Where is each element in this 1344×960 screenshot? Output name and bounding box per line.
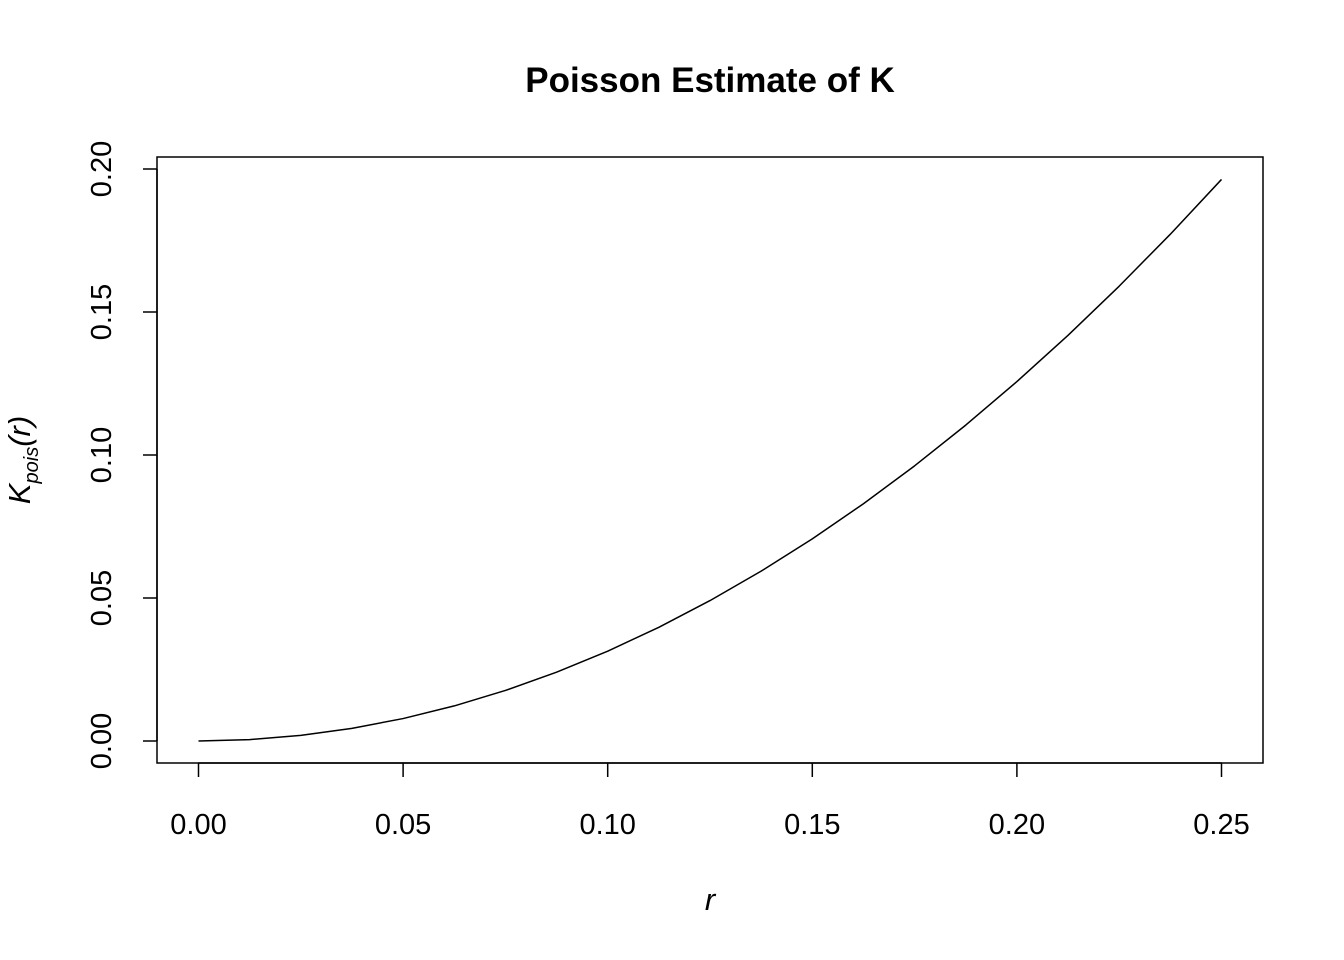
- y-axis-label-subscript: pois: [21, 447, 43, 485]
- x-tick-label: 0.15: [784, 809, 840, 841]
- series-layer: [198, 178, 1223, 742]
- y-axis-label-suffix: (r): [2, 416, 37, 447]
- x-axis-label: r: [705, 882, 717, 917]
- y-tick-label: 0.00: [86, 713, 118, 769]
- x-tick-label: 0.00: [170, 809, 226, 841]
- series-line: [198, 178, 1223, 742]
- y-tick-label: 0.20: [86, 141, 118, 197]
- x-tick-label: 0.25: [1193, 809, 1249, 841]
- y-tick-label: 0.15: [86, 284, 118, 340]
- x-tick-label: 0.20: [989, 809, 1045, 841]
- y-axis-label: Kpois(r): [2, 416, 43, 504]
- x-tick-label: 0.05: [375, 809, 431, 841]
- chart-title: Poisson Estimate of K: [525, 61, 895, 100]
- x-axis: 0.00 0.05 0.10 0.15 0.20 0.25: [170, 762, 1250, 841]
- plot-frame: [156, 156, 1264, 764]
- y-tick-label: 0.10: [86, 427, 118, 483]
- y-tick-label: 0.05: [86, 570, 118, 626]
- x-tick-label: 0.10: [579, 809, 635, 841]
- y-axis-label-main: K: [2, 482, 37, 504]
- y-axis: 0.00 0.05 0.10 0.15 0.20: [86, 141, 158, 769]
